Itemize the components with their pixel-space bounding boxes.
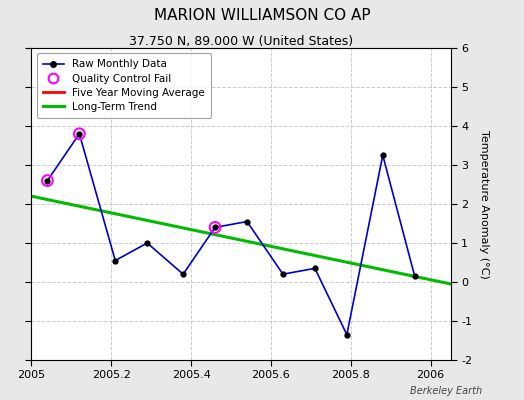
Text: MARION WILLIAMSON CO AP: MARION WILLIAMSON CO AP xyxy=(154,8,370,23)
Title: 37.750 N, 89.000 W (United States): 37.750 N, 89.000 W (United States) xyxy=(129,35,353,48)
Y-axis label: Temperature Anomaly (°C): Temperature Anomaly (°C) xyxy=(479,130,489,278)
Point xyxy=(43,178,51,184)
Legend: Raw Monthly Data, Quality Control Fail, Five Year Moving Average, Long-Term Tren: Raw Monthly Data, Quality Control Fail, … xyxy=(37,53,211,118)
Point xyxy=(75,130,83,137)
Text: Berkeley Earth: Berkeley Earth xyxy=(410,386,482,396)
Point xyxy=(211,224,219,230)
